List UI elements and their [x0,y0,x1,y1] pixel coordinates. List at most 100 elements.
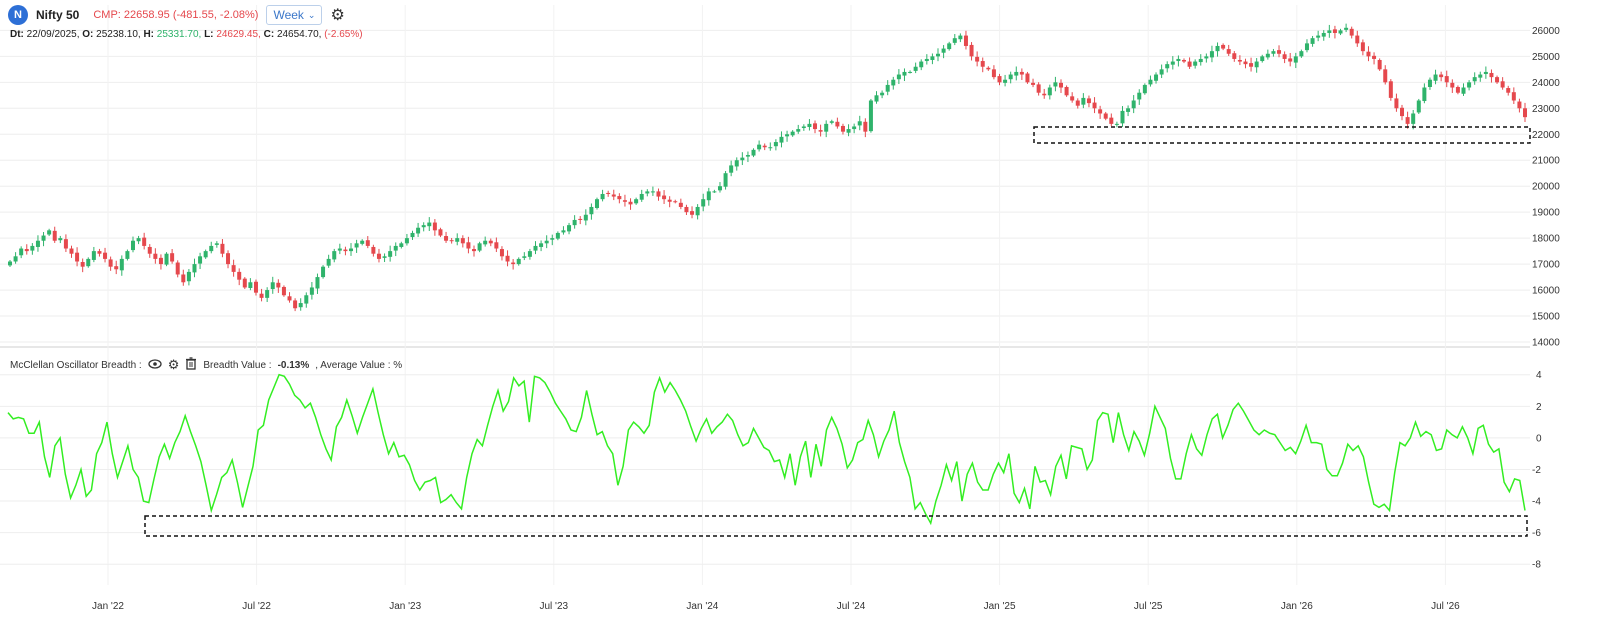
candle [1394,93,1399,112]
candle-body [751,149,756,156]
candle-body [1366,51,1371,57]
candle-body [214,243,219,245]
candle-body [444,236,449,241]
candle-body [1489,72,1494,78]
candle-body [1282,54,1287,59]
time-tick-label: Jul '23 [540,601,569,612]
candle [276,279,281,293]
candle [343,246,348,256]
price-tick-label: 19000 [1532,208,1560,219]
candle [963,30,968,50]
interval-select[interactable]: Week ⌄ [266,5,323,25]
candle [712,189,717,193]
candle-body [86,258,91,267]
candle [936,48,941,62]
candle-body [332,251,337,260]
current-price: CMP: 22658.95 (-481.55, -2.08%) [93,9,259,21]
gear-icon[interactable]: ⚙ [167,357,180,372]
price-tick-label: 22000 [1532,130,1560,141]
candle-body [723,173,728,187]
candle-body [1344,27,1349,30]
candle [410,230,415,240]
candle [1450,79,1455,93]
candle [762,143,767,151]
candle-body [1042,93,1047,96]
symbol-name[interactable]: Nifty 50 [36,8,80,22]
candle [863,118,868,138]
candle-body [466,242,471,249]
candle-body [1131,100,1136,109]
candle-body [1405,117,1410,124]
gear-icon[interactable]: ⚙ [330,7,345,24]
candle-body [1495,77,1500,83]
candle-body [8,261,12,266]
candle-body [678,202,683,207]
annotation-boxes [144,126,1531,537]
candle-body [455,238,460,242]
eye-icon[interactable] [148,358,162,373]
candle [555,231,560,241]
candle [958,33,963,43]
candle-body [1394,98,1399,109]
candle [483,236,488,247]
oscillator-y-axis: -8 -6 -4 -2 0 2 4 [1532,370,1542,570]
candle [539,240,544,252]
candle [1467,80,1472,91]
candle-body [287,296,292,301]
candle-body [807,123,812,127]
candle-body [818,130,823,132]
oscillator-tick-label: 2 [1536,402,1542,413]
candle-body [1355,35,1360,44]
candle-body [975,56,980,62]
candle-body [690,211,695,215]
candle-body [1226,49,1231,54]
h-label: H: [143,29,155,40]
candle [270,276,275,294]
candle [785,130,790,142]
time-tick-label: Jul '26 [1431,601,1460,612]
candle [382,253,387,263]
candle [606,190,611,197]
candle-body [606,192,611,194]
candle [1511,87,1516,105]
candle [125,249,130,261]
candle-body [35,240,40,247]
candle-body [1422,87,1427,102]
trash-icon[interactable] [185,357,197,373]
candle-body [539,243,544,247]
price-y-axis: 14000 15000 16000 17000 18000 19000 20000 21000… [1532,26,1560,349]
candle-body [785,134,790,137]
candle [175,260,180,278]
candle [376,248,381,263]
oscillator-tick-label: -8 [1532,560,1541,571]
candle [393,242,398,257]
candle [813,120,818,134]
candle-body [516,258,521,265]
candle [611,189,616,201]
candle-body [1075,100,1080,106]
price-tick-label: 15000 [1532,312,1560,323]
candle [773,139,778,151]
candle-body [97,251,102,254]
price-tick-label: 23000 [1532,104,1560,115]
candle-body [1209,51,1214,58]
candle [1366,46,1371,62]
candle [1321,30,1326,41]
candle [902,68,907,82]
candle-body [1159,69,1164,75]
candle-body [270,282,275,290]
candle-body [449,240,454,242]
candle-body [63,239,68,249]
candle-body [874,95,879,102]
candle [572,215,577,229]
candle [896,69,901,85]
candle [1114,121,1119,128]
candle-body [1243,61,1248,65]
candle [650,186,655,196]
interval-value: Week [273,8,304,22]
candle-body [69,248,74,254]
candle [1215,42,1220,57]
candle [298,298,303,311]
candle [1316,30,1321,42]
candle [740,152,745,166]
